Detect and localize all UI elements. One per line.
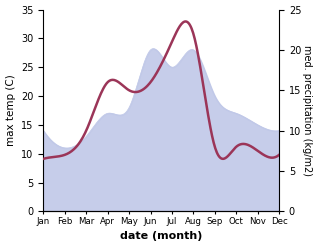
Y-axis label: med. precipitation (kg/m2): med. precipitation (kg/m2) <box>302 45 313 176</box>
Y-axis label: max temp (C): max temp (C) <box>5 75 16 146</box>
X-axis label: date (month): date (month) <box>120 231 203 242</box>
